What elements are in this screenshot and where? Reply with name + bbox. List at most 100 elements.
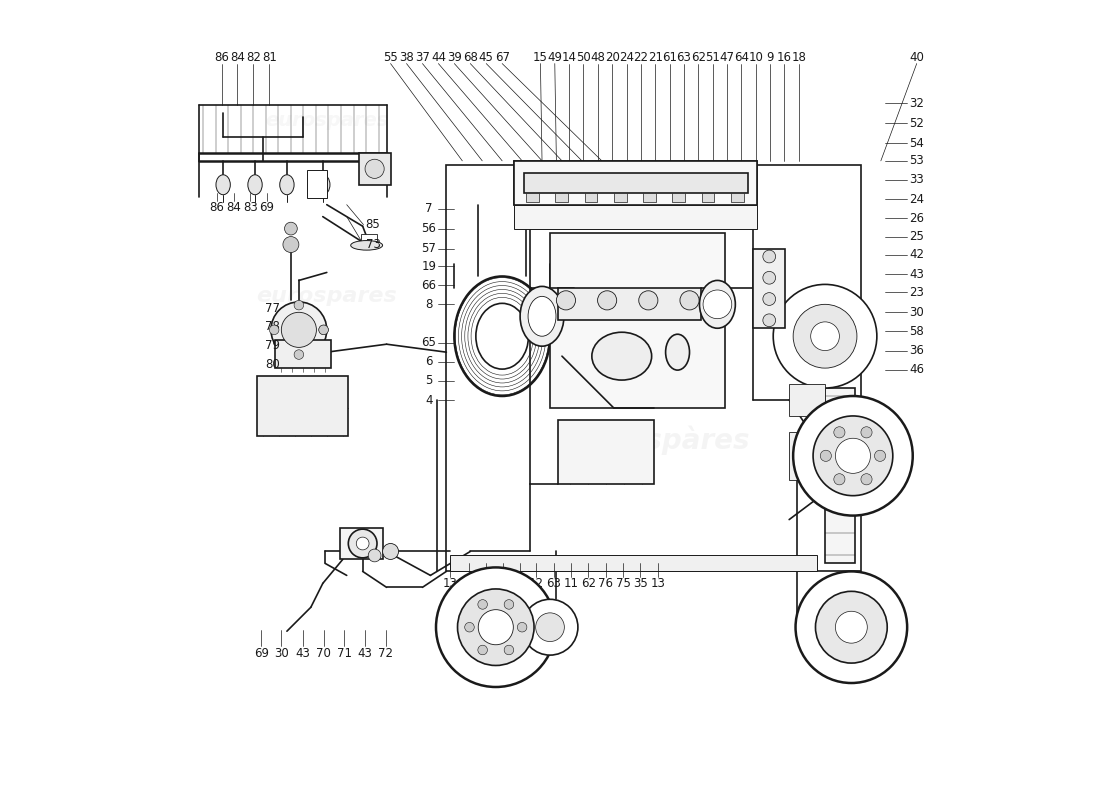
Circle shape	[356, 537, 369, 550]
Text: 66: 66	[421, 278, 437, 292]
Text: 65: 65	[421, 336, 437, 349]
Text: 72: 72	[378, 647, 394, 660]
Ellipse shape	[216, 174, 230, 194]
Text: 64: 64	[734, 50, 749, 64]
Bar	[754, 249, 785, 328]
Bar	[825, 388, 856, 563]
Circle shape	[680, 290, 700, 310]
Circle shape	[811, 322, 839, 350]
Circle shape	[383, 543, 398, 559]
Text: 78: 78	[265, 320, 280, 333]
Text: 43: 43	[358, 647, 373, 660]
Ellipse shape	[351, 241, 383, 250]
Text: 18: 18	[791, 50, 806, 64]
Circle shape	[639, 290, 658, 310]
Text: 49: 49	[548, 50, 562, 64]
Text: 52: 52	[910, 117, 924, 130]
Bar	[558, 420, 653, 484]
Circle shape	[861, 474, 872, 485]
Text: 62: 62	[691, 50, 706, 64]
Text: 63: 63	[676, 50, 692, 64]
Text: 68: 68	[463, 50, 477, 64]
Text: 30: 30	[910, 306, 924, 319]
Text: 47: 47	[719, 50, 735, 64]
Text: 38: 38	[399, 50, 414, 64]
Text: 84: 84	[227, 201, 241, 214]
Text: 85: 85	[365, 218, 381, 231]
Circle shape	[793, 304, 857, 368]
Circle shape	[861, 426, 872, 438]
Bar	[256, 376, 349, 436]
Text: 30: 30	[274, 647, 288, 660]
Text: 24: 24	[619, 50, 634, 64]
Text: 46: 46	[910, 363, 924, 376]
Circle shape	[821, 450, 832, 462]
Text: 82: 82	[246, 50, 261, 64]
Circle shape	[504, 600, 514, 610]
Text: 13: 13	[443, 577, 458, 590]
Ellipse shape	[248, 174, 262, 194]
Text: 80: 80	[265, 358, 279, 371]
Text: 23: 23	[910, 286, 924, 299]
Circle shape	[763, 250, 776, 263]
Text: 26: 26	[910, 212, 924, 225]
Ellipse shape	[316, 174, 330, 194]
Circle shape	[271, 302, 327, 358]
Ellipse shape	[528, 296, 556, 336]
Text: 40: 40	[910, 50, 924, 64]
Circle shape	[285, 222, 297, 235]
Text: 6: 6	[425, 355, 432, 368]
Text: 69: 69	[254, 647, 268, 660]
Bar	[789, 384, 825, 416]
Text: 86: 86	[214, 50, 229, 64]
Ellipse shape	[666, 334, 690, 370]
Circle shape	[319, 325, 329, 334]
Text: 84: 84	[230, 50, 245, 64]
Text: eurospares: eurospares	[265, 111, 388, 130]
Bar	[340, 527, 384, 559]
Circle shape	[319, 325, 329, 334]
Ellipse shape	[279, 174, 294, 194]
Text: 21: 21	[648, 50, 662, 64]
Text: 43: 43	[296, 647, 310, 660]
Circle shape	[834, 474, 845, 485]
Bar	[672, 193, 685, 202]
Text: 44: 44	[431, 50, 446, 64]
Text: 3: 3	[499, 577, 507, 590]
Bar	[732, 193, 744, 202]
Ellipse shape	[592, 332, 651, 380]
Text: 36: 36	[910, 344, 924, 357]
Text: 69: 69	[260, 201, 275, 214]
Text: 79: 79	[265, 339, 280, 352]
Bar	[556, 193, 568, 202]
Circle shape	[294, 300, 304, 310]
Text: 86: 86	[209, 201, 224, 214]
Text: 11: 11	[563, 577, 579, 590]
Text: 75: 75	[616, 577, 630, 590]
Text: 73: 73	[365, 238, 381, 251]
Text: 71: 71	[337, 647, 352, 660]
Circle shape	[283, 237, 299, 253]
Circle shape	[795, 571, 907, 683]
Text: 7: 7	[425, 202, 432, 215]
Bar	[361, 234, 377, 241]
Bar	[614, 193, 627, 202]
Circle shape	[835, 611, 867, 643]
Text: 5: 5	[425, 374, 432, 387]
Text: 2: 2	[483, 577, 490, 590]
Bar	[450, 555, 817, 571]
FancyBboxPatch shape	[447, 165, 861, 571]
Circle shape	[874, 450, 886, 462]
Text: 39: 39	[447, 50, 462, 64]
Text: 1: 1	[516, 577, 524, 590]
Circle shape	[294, 350, 304, 359]
Circle shape	[365, 159, 384, 178]
Circle shape	[270, 325, 279, 334]
Circle shape	[464, 622, 474, 632]
Text: 57: 57	[421, 242, 437, 255]
Circle shape	[368, 549, 381, 562]
Circle shape	[834, 426, 845, 438]
Text: 83: 83	[243, 201, 257, 214]
Bar	[514, 161, 757, 205]
Text: 10: 10	[748, 50, 763, 64]
